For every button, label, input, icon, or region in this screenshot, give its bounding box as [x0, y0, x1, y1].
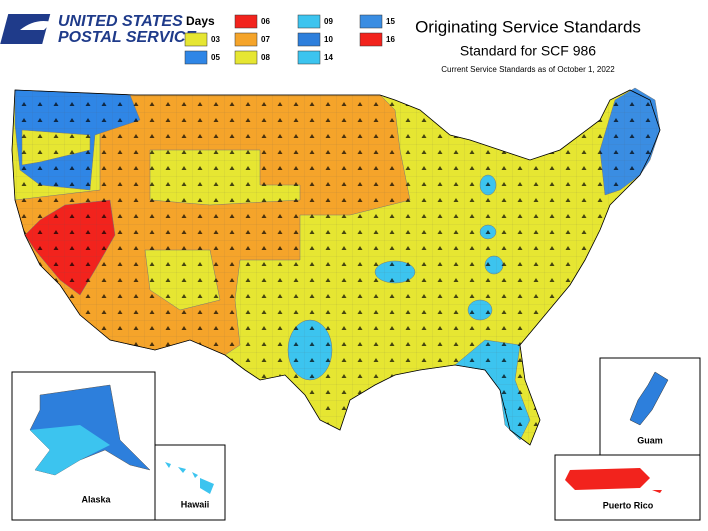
puerto-rico-shape [565, 468, 662, 493]
note: Current Service Standards as of October … [441, 65, 615, 74]
subtitle: Standard for SCF 986 [460, 43, 596, 59]
legend-label: 14 [324, 53, 333, 62]
legend-swatch [184, 50, 208, 65]
map-pattern [11, 89, 661, 446]
logo: UNITED STATES POSTAL SERVICE. [0, 13, 201, 46]
legend: 03 05 06 07 08 09 10 14 15 16 [184, 14, 395, 65]
inset-label: Alaska [81, 494, 111, 504]
legend-label: 16 [386, 35, 395, 44]
legend-swatch [297, 32, 321, 47]
inset-label: Hawaii [181, 499, 210, 509]
inset-label: Guam [637, 435, 663, 445]
legend-swatch [234, 32, 258, 47]
legend-label: 06 [261, 17, 270, 26]
title: Originating Service Standards [415, 17, 641, 36]
hawaii-shape [165, 462, 214, 494]
legend-label: 09 [324, 17, 333, 26]
legend-swatch [184, 32, 208, 47]
legend-swatch [234, 50, 258, 65]
legend-label: 15 [386, 17, 395, 26]
legend-title: Days [186, 14, 215, 28]
legend-swatch [234, 14, 258, 29]
legend-swatch [297, 50, 321, 65]
legend-swatch [297, 14, 321, 29]
legend-label: 08 [261, 53, 270, 62]
legend-label: 05 [211, 53, 220, 62]
guam-shape [629, 371, 669, 426]
logo-eagle-head [20, 21, 52, 30]
legend-label: 03 [211, 35, 220, 44]
contiguous-us [11, 87, 661, 446]
alaska-south [30, 425, 110, 475]
logo-line1: UNITED STATES [58, 13, 183, 30]
logo-line2: POSTAL SERVICE. [58, 29, 201, 46]
inset-hawaii [154, 444, 226, 521]
legend-label: 10 [324, 35, 333, 44]
legend-swatch [359, 14, 383, 29]
legend-label: 07 [261, 35, 270, 44]
legend-swatch [359, 32, 383, 47]
inset-label: Puerto Rico [603, 500, 654, 510]
